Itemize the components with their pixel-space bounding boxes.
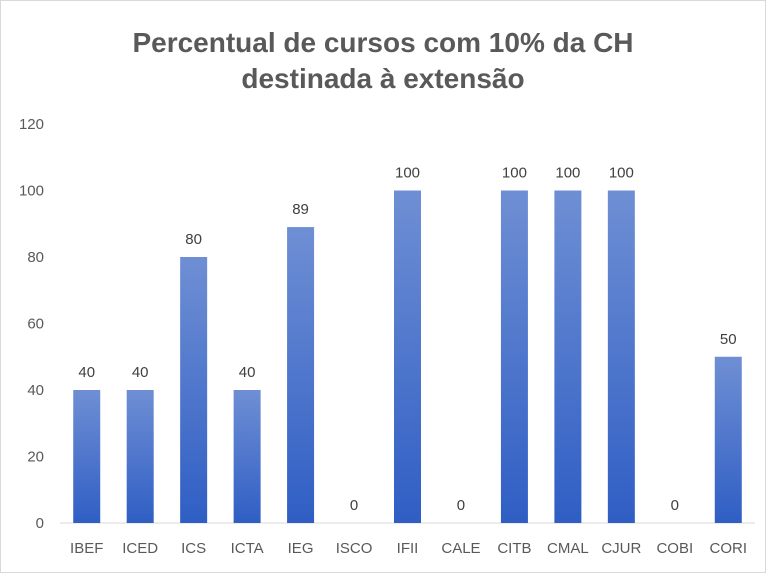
bar-cjur [607,190,635,523]
x-tick-label-citb: CITB [497,540,531,557]
bar-ifii [394,190,421,523]
x-tick-label-ifii: IFII [397,540,419,557]
x-tick-label-cjur: CJUR [601,540,641,557]
x-tick-label-ieg: IEG [288,540,314,557]
x-tick-label-icta: ICTA [231,540,264,557]
data-label-iced: 40 [132,364,149,381]
data-label-cobi: 0 [671,497,679,514]
bar-citb [500,190,528,523]
bar-ibef [73,390,101,523]
x-tick-label-cobi: COBI [656,540,693,557]
y-tick-label: 40 [27,382,44,399]
data-label-cjur: 100 [609,165,634,182]
data-label-ifii: 100 [395,165,420,182]
x-tick-label-iced: ICED [122,540,158,557]
data-label-cale: 0 [457,497,465,514]
bar-iced [126,390,154,523]
y-tick-label: 100 [19,183,44,200]
y-tick-label: 120 [19,116,44,133]
y-tick-label: 0 [36,515,44,532]
data-label-cmal: 100 [555,165,580,182]
x-tick-label-cmal: CMAL [547,540,589,557]
y-tick-label: 80 [27,249,44,266]
bar-ieg [287,227,315,523]
chart-title-line-1: Percentual de cursos com 10% da CH [132,27,633,58]
x-tick-label-cori: CORI [710,540,748,557]
bar-cori [714,356,742,523]
y-axis: 0 20 40 60 80 100 120 [19,116,44,532]
x-tick-label-ics: ICS [181,540,206,557]
y-tick-label: 20 [27,449,44,466]
x-tick-label-cale: CALE [441,540,480,557]
x-tick-label-isco: ISCO [336,540,373,557]
bar-cmal [554,190,582,523]
data-label-ieg: 89 [292,201,309,218]
data-labels-group: 40 40 80 40 89 0 100 0 100 100 100 0 50 [78,165,736,515]
data-label-citb: 100 [502,165,527,182]
bars-group [73,190,742,523]
x-tick-label-ibef: IBEF [70,540,103,557]
x-axis: IBEF ICED ICS ICTA IEG ISCO IFII CALE CITB CMAL CJ… [70,540,747,557]
bar-ics [180,257,208,523]
data-label-cori: 50 [720,331,737,348]
data-label-isco: 0 [350,497,358,514]
data-label-ibef: 40 [78,364,95,381]
chart-title-line-2: destinada à extensão [241,63,524,94]
data-label-icta: 40 [239,364,256,381]
bar-icta [233,390,261,523]
data-label-ics: 80 [185,231,202,248]
y-tick-label: 60 [27,316,44,333]
